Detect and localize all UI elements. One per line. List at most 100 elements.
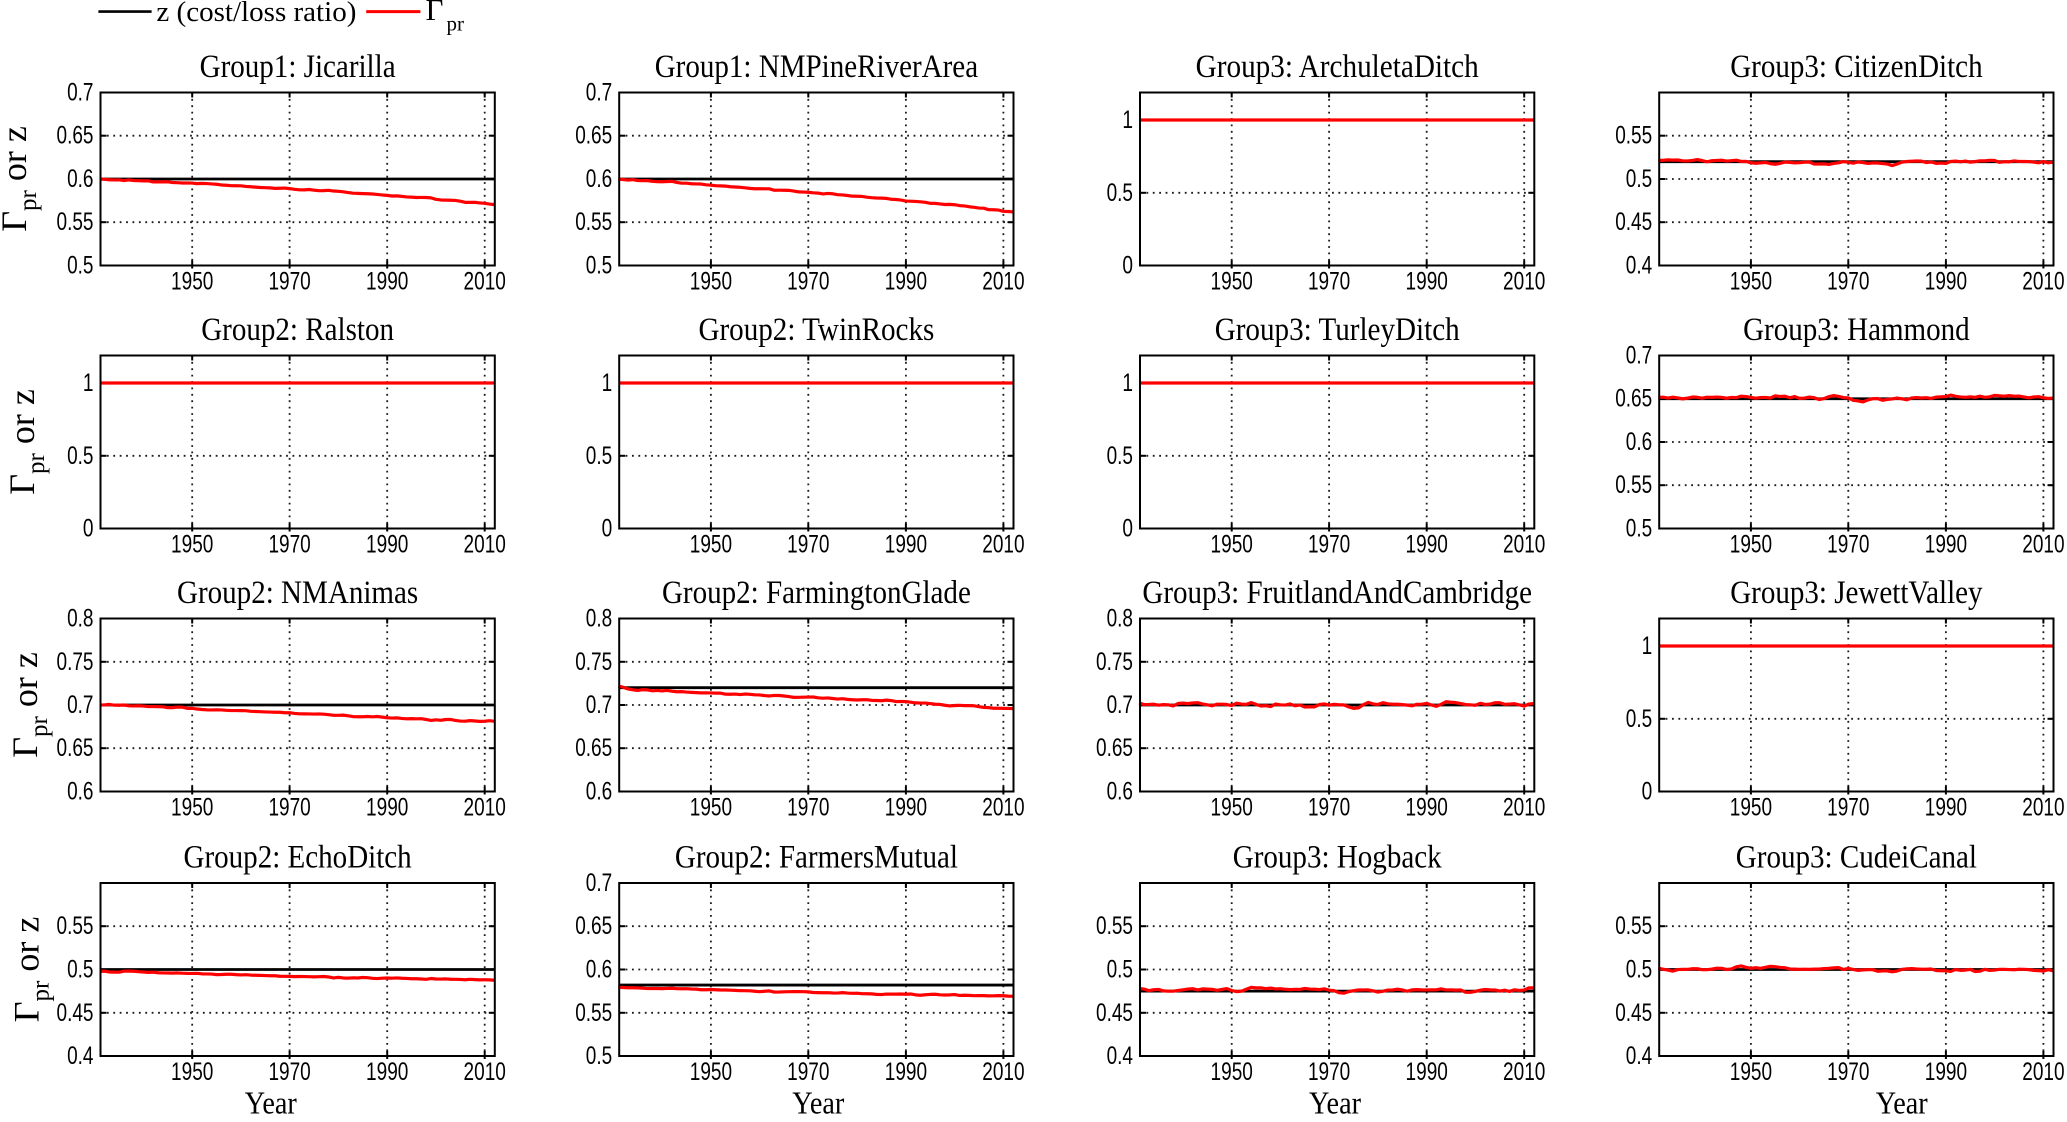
svg-text:1970: 1970 bbox=[787, 794, 829, 822]
svg-text:1990: 1990 bbox=[366, 1058, 408, 1086]
svg-text:0.6: 0.6 bbox=[586, 165, 612, 193]
svg-text:0.6: 0.6 bbox=[1107, 778, 1133, 806]
svg-text:0.5: 0.5 bbox=[586, 442, 612, 470]
svg-text:0.65: 0.65 bbox=[1096, 734, 1133, 762]
svg-text:Group2: EchoDitch: Group2: EchoDitch bbox=[184, 840, 413, 876]
svg-text:1970: 1970 bbox=[1308, 1058, 1350, 1086]
svg-text:Group2: TwinRocks: Group2: TwinRocks bbox=[698, 312, 934, 348]
svg-text:Year: Year bbox=[1876, 1085, 1928, 1121]
svg-text:0: 0 bbox=[602, 515, 613, 543]
svg-text:0.4: 0.4 bbox=[1107, 1042, 1133, 1070]
svg-text:0.5: 0.5 bbox=[67, 956, 93, 984]
svg-text:2010: 2010 bbox=[464, 531, 506, 559]
svg-text:0: 0 bbox=[1122, 252, 1133, 280]
svg-text:1990: 1990 bbox=[885, 531, 927, 559]
svg-text:Group3: Hammond: Group3: Hammond bbox=[1743, 312, 1970, 348]
svg-text:0.5: 0.5 bbox=[1626, 515, 1652, 543]
svg-text:1990: 1990 bbox=[366, 794, 408, 822]
svg-text:1970: 1970 bbox=[268, 1058, 310, 1086]
svg-text:0.55: 0.55 bbox=[1096, 912, 1133, 940]
svg-text:Group1: Jicarilla: Group1: Jicarilla bbox=[200, 49, 396, 85]
svg-text:2010: 2010 bbox=[464, 794, 506, 822]
svg-text:0.7: 0.7 bbox=[586, 691, 612, 719]
svg-text:1: 1 bbox=[1642, 632, 1653, 660]
svg-text:Group2: Ralston: Group2: Ralston bbox=[201, 312, 394, 348]
svg-text:2010: 2010 bbox=[982, 794, 1024, 822]
svg-text:1: 1 bbox=[83, 369, 94, 397]
svg-text:0.6: 0.6 bbox=[586, 778, 612, 806]
svg-text:2010: 2010 bbox=[2022, 268, 2064, 296]
svg-text:Group3: JewettValley: Group3: JewettValley bbox=[1730, 575, 1983, 611]
svg-text:1950: 1950 bbox=[1211, 1058, 1253, 1086]
svg-text:2010: 2010 bbox=[2022, 794, 2064, 822]
svg-text:1950: 1950 bbox=[1730, 268, 1772, 296]
svg-text:0.45: 0.45 bbox=[1615, 999, 1652, 1027]
svg-text:1990: 1990 bbox=[1406, 794, 1448, 822]
svg-text:0.6: 0.6 bbox=[586, 956, 612, 984]
svg-text:Γpr or z: Γpr or z bbox=[0, 126, 42, 232]
svg-text:0.45: 0.45 bbox=[1615, 208, 1652, 236]
svg-text:0.65: 0.65 bbox=[57, 122, 94, 150]
svg-text:1990: 1990 bbox=[1406, 531, 1448, 559]
svg-text:Group3: Hogback: Group3: Hogback bbox=[1233, 840, 1442, 876]
svg-text:2010: 2010 bbox=[982, 1058, 1024, 1086]
svg-text:0.6: 0.6 bbox=[67, 778, 93, 806]
svg-text:1970: 1970 bbox=[1308, 268, 1350, 296]
svg-text:Γpr or z: Γpr or z bbox=[7, 917, 55, 1023]
svg-text:0.5: 0.5 bbox=[586, 1042, 612, 1070]
svg-text:0.8: 0.8 bbox=[586, 605, 612, 633]
svg-text:0: 0 bbox=[1122, 515, 1133, 543]
svg-text:0.5: 0.5 bbox=[1107, 179, 1133, 207]
svg-text:1970: 1970 bbox=[268, 531, 310, 559]
svg-text:Group3: CudeiCanal: Group3: CudeiCanal bbox=[1736, 840, 1977, 876]
svg-text:0.5: 0.5 bbox=[67, 252, 93, 280]
svg-text:1950: 1950 bbox=[1730, 794, 1772, 822]
svg-text:0.75: 0.75 bbox=[57, 648, 94, 676]
svg-text:Group3: ArchuletaDitch: Group3: ArchuletaDitch bbox=[1196, 49, 1480, 85]
svg-text:Year: Year bbox=[1309, 1085, 1361, 1121]
svg-text:Group1: NMPineRiverArea: Group1: NMPineRiverArea bbox=[655, 49, 979, 85]
svg-text:1950: 1950 bbox=[690, 1058, 732, 1086]
svg-text:0.7: 0.7 bbox=[67, 691, 93, 719]
svg-text:2010: 2010 bbox=[1503, 794, 1545, 822]
svg-text:0: 0 bbox=[1642, 778, 1653, 806]
svg-text:0.65: 0.65 bbox=[575, 912, 612, 940]
svg-text:0.6: 0.6 bbox=[1626, 428, 1652, 456]
svg-text:Year: Year bbox=[245, 1085, 297, 1121]
svg-text:1950: 1950 bbox=[171, 268, 213, 296]
svg-text:2010: 2010 bbox=[1503, 268, 1545, 296]
svg-text:1: 1 bbox=[1122, 106, 1133, 134]
svg-text:1950: 1950 bbox=[1730, 531, 1772, 559]
svg-text:0.65: 0.65 bbox=[575, 734, 612, 762]
svg-text:1970: 1970 bbox=[787, 531, 829, 559]
svg-text:0.5: 0.5 bbox=[1626, 956, 1652, 984]
svg-text:1970: 1970 bbox=[268, 268, 310, 296]
svg-text:1950: 1950 bbox=[171, 531, 213, 559]
svg-text:0.7: 0.7 bbox=[67, 79, 93, 107]
svg-text:0.5: 0.5 bbox=[1107, 956, 1133, 984]
svg-text:0.5: 0.5 bbox=[586, 252, 612, 280]
svg-text:1990: 1990 bbox=[1406, 268, 1448, 296]
svg-text:0.4: 0.4 bbox=[67, 1042, 93, 1070]
svg-text:Group3: CitizenDitch: Group3: CitizenDitch bbox=[1730, 49, 1983, 85]
svg-text:0.65: 0.65 bbox=[575, 122, 612, 150]
svg-text:1: 1 bbox=[1122, 369, 1133, 397]
svg-text:1970: 1970 bbox=[1827, 794, 1869, 822]
svg-text:1950: 1950 bbox=[690, 268, 732, 296]
svg-text:0: 0 bbox=[83, 515, 94, 543]
svg-text:1970: 1970 bbox=[1308, 531, 1350, 559]
svg-text:Group2: FarmingtonGlade: Group2: FarmingtonGlade bbox=[662, 575, 971, 611]
svg-text:1950: 1950 bbox=[1211, 794, 1253, 822]
svg-text:0.7: 0.7 bbox=[1107, 691, 1133, 719]
svg-text:Γpr or z: Γpr or z bbox=[2, 389, 50, 495]
svg-text:0.55: 0.55 bbox=[575, 208, 612, 236]
svg-text:1970: 1970 bbox=[268, 794, 310, 822]
svg-text:1970: 1970 bbox=[787, 1058, 829, 1086]
svg-text:0.55: 0.55 bbox=[57, 208, 94, 236]
svg-text:Γ: Γ bbox=[426, 0, 444, 27]
svg-text:0.55: 0.55 bbox=[1615, 122, 1652, 150]
svg-text:0.6: 0.6 bbox=[67, 165, 93, 193]
svg-text:1: 1 bbox=[602, 369, 613, 397]
svg-text:Year: Year bbox=[792, 1085, 844, 1121]
svg-text:0.45: 0.45 bbox=[57, 999, 94, 1027]
